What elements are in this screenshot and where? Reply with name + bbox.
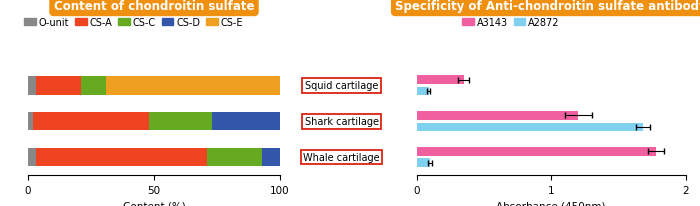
Text: Squid cartilage: Squid cartilage [305, 81, 378, 91]
Bar [28, 77, 36, 95]
Legend: O-unit, CS-A, CS-C, CS-D, CS-E: O-unit, CS-A, CS-C, CS-D, CS-E [20, 14, 247, 32]
Bar [33, 112, 149, 131]
Bar [212, 112, 280, 131]
Bar [36, 148, 207, 166]
Bar [416, 123, 643, 132]
Bar [81, 77, 106, 95]
X-axis label: Content (%): Content (%) [122, 200, 186, 206]
Bar [416, 147, 657, 156]
X-axis label: Absorbance (450nm): Absorbance (450nm) [496, 200, 606, 206]
Legend: A3143, A2872: A3143, A2872 [458, 14, 564, 32]
Bar [28, 148, 36, 166]
Bar [416, 111, 578, 120]
Bar [149, 112, 212, 131]
Bar [416, 87, 428, 96]
Text: Whale cartilage: Whale cartilage [303, 152, 380, 162]
Bar [36, 77, 81, 95]
Bar [207, 148, 262, 166]
Bar [106, 77, 280, 95]
Bar [416, 76, 463, 84]
Text: Shark cartilage: Shark cartilage [304, 117, 379, 126]
Bar [262, 148, 280, 166]
Text: Specificity of Anti-chondroitin sulfate antibody: Specificity of Anti-chondroitin sulfate … [395, 0, 700, 13]
Bar [416, 159, 430, 167]
Text: Content of chondroitin sulfate: Content of chondroitin sulfate [54, 0, 254, 13]
Bar [28, 112, 33, 131]
